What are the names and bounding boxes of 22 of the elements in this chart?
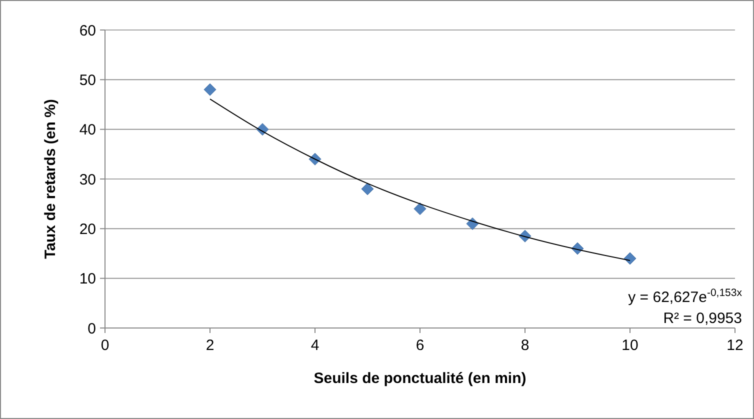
y-axis-title: Taux de retards (en %) — [42, 99, 59, 259]
point — [204, 83, 216, 96]
annotation: R² = 0,9953 — [663, 310, 742, 327]
y-tick-label: 10 — [79, 270, 96, 288]
point — [414, 202, 426, 216]
annotation: y = 62,627e$^{-0,153x}$ — [628, 287, 743, 306]
x-axis-title: Seuils de ponctualité (en min) — [314, 370, 526, 387]
y-tick-label: 40 — [79, 122, 96, 139]
y-tick-label: 20 — [79, 220, 96, 238]
x-tick-label: 10 — [622, 337, 638, 354]
x-tick-label: 8 — [520, 337, 530, 354]
x-tick-label: 6 — [416, 337, 424, 354]
point — [624, 252, 636, 265]
x-tick-label: 2 — [206, 337, 214, 354]
y-tick-label: 50 — [79, 72, 96, 89]
x-tick-label: 12 — [726, 337, 744, 354]
point — [361, 182, 374, 196]
y-tick-label: 0 — [88, 320, 96, 338]
y-tick-label: 60 — [79, 22, 96, 40]
y-tick-label: 30 — [79, 171, 96, 188]
x-tick-label: 0 — [100, 337, 110, 354]
x-tick-label: 4 — [310, 337, 320, 354]
